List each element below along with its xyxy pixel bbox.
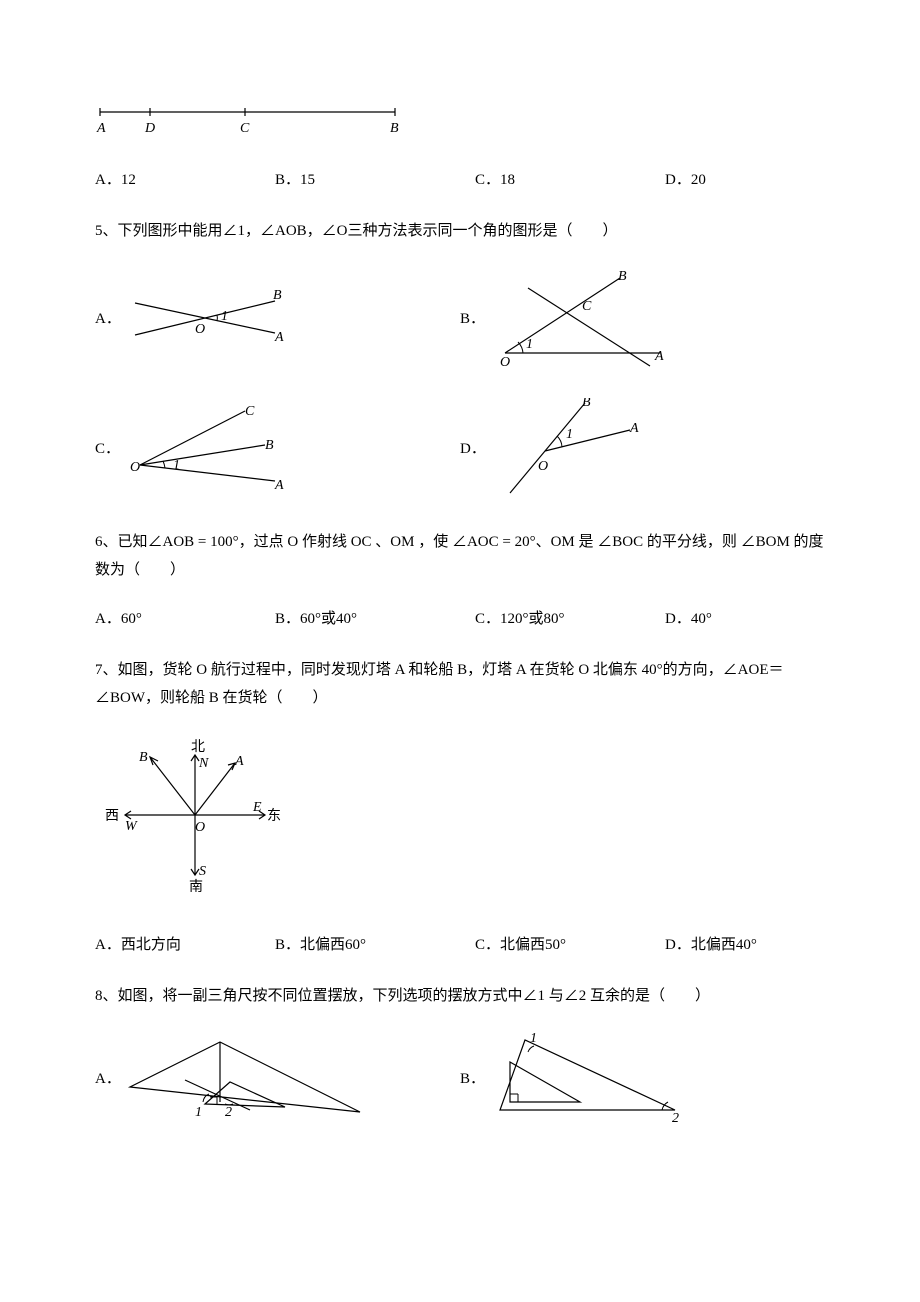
q5a-B: B (273, 288, 282, 303)
label-D: D (144, 121, 155, 136)
q6-stem: 6、已知∠AOB = 100°，过点 O 作射线 OC 、OM ，使 ∠AOC … (95, 534, 824, 579)
q7-choices: A．西北方向 B．北偏西60° C．北偏西50° D．北偏西40° (95, 933, 825, 954)
q5d-B: B (582, 398, 591, 410)
q5-diagram-a: O B A 1 (125, 283, 285, 353)
q5-option-b-label: B． (460, 307, 490, 328)
q5c-A: A (274, 478, 284, 493)
q5-diagram-c: O A B C 1 (125, 403, 285, 493)
q5b-A: A (654, 349, 664, 364)
q4-choice-c: C．18 (475, 168, 665, 189)
q7-choice-d: D．北偏西40° (665, 933, 815, 954)
q5c-C: C (245, 404, 255, 419)
q6-choice-a: A．60° (95, 607, 275, 628)
q8-diagram-b: 1 2 (490, 1032, 690, 1122)
q5-option-c-label: C． (95, 437, 125, 458)
q5b-C: C (582, 299, 592, 314)
q4-choice-b: B．15 (275, 168, 475, 189)
q5a-O: O (195, 322, 205, 337)
q7-O: O (195, 820, 205, 835)
q7-B: B (139, 750, 148, 765)
q7-choice-b: B．北偏西60° (275, 933, 475, 954)
q5c-1: 1 (173, 458, 180, 473)
q5-option-a-label: A． (95, 307, 125, 328)
q8-option-a-label: A． (95, 1067, 125, 1088)
q5a-1: 1 (221, 309, 228, 324)
q7-E: E (252, 800, 262, 815)
q5c-O: O (130, 460, 140, 475)
q6-choice-b: B．60°或40° (275, 607, 475, 628)
q7-figure: 北 N 南 S 西 W 东 E O A B (95, 735, 825, 905)
q7-west-cn: 西 (105, 809, 119, 824)
q7-stem: 7、如图，货轮 O 航行过程中，同时发现灯塔 A 和轮船 B，灯塔 A 在货轮 … (95, 662, 784, 707)
label-B: B (390, 121, 399, 136)
q5d-1: 1 (566, 427, 573, 442)
q7-south-cn: 南 (189, 879, 203, 895)
q7-choice-c: C．北偏西50° (475, 933, 665, 954)
q5-diagram-b: O A B C 1 (490, 268, 670, 368)
q5b-B: B (618, 269, 627, 284)
q7-east-cn: 东 (267, 808, 281, 824)
q8-text: 8、如图，将一副三角尺按不同位置摆放，下列选项的摆放方式中∠1 与∠2 互余的是… (95, 982, 825, 1011)
q5-stem: 5、下列图形中能用∠1，∠AOB，∠O三种方法表示同一个角的图形是（ ） (95, 223, 618, 239)
page: A D C B A．12 B．15 C．18 D．20 5、下列图形中能用∠1，… (0, 0, 920, 1212)
q7-N: N (198, 756, 209, 771)
q7-A: A (234, 754, 244, 769)
q5-row1: A． O B A 1 B． O (95, 268, 825, 398)
q7-S: S (199, 864, 206, 879)
q7-text: 7、如图，货轮 O 航行过程中，同时发现灯塔 A 和轮船 B，灯塔 A 在货轮 … (95, 656, 825, 713)
q5b-1: 1 (526, 337, 533, 352)
q8a-1: 1 (195, 1105, 202, 1120)
q5-diagram-d: O B A 1 (490, 398, 640, 498)
q8b-2: 2 (672, 1111, 679, 1122)
q5-row2: C． O A B C 1 D． (95, 398, 825, 528)
label-C: C (240, 121, 250, 136)
q6-choice-c: C．120°或80° (475, 607, 665, 628)
q8-row1: A． 1 2 B． (95, 1032, 825, 1152)
q4-choices: A．12 B．15 C．18 D．20 (95, 168, 825, 189)
q6-choice-d: D．40° (665, 607, 815, 628)
q8-option-b-label: B． (460, 1067, 490, 1088)
q5d-O: O (538, 459, 548, 474)
q5d-A: A (629, 421, 639, 436)
q5c-B: B (265, 438, 274, 453)
compass-diagram: 北 N 南 S 西 W 东 E O A B (95, 735, 295, 905)
label-A: A (96, 121, 106, 136)
q8b-1: 1 (530, 1032, 537, 1046)
q7-north-cn: 北 (191, 739, 205, 755)
q8a-2: 2 (225, 1105, 232, 1120)
q7-choice-a: A．西北方向 (95, 933, 275, 954)
q5a-A: A (274, 330, 284, 345)
q7-W: W (125, 819, 138, 834)
q5-option-d-label: D． (460, 437, 490, 458)
q6-choices: A．60° B．60°或40° C．120°或80° D．40° (95, 607, 825, 628)
q8-stem: 8、如图，将一副三角尺按不同位置摆放，下列选项的摆放方式中∠1 与∠2 互余的是… (95, 988, 710, 1004)
q5b-O: O (500, 355, 510, 368)
q4-choice-d: D．20 (665, 168, 815, 189)
q8-diagram-a: 1 2 (125, 1032, 365, 1122)
q4-choice-a: A．12 (95, 168, 275, 189)
q6-text: 6、已知∠AOB = 100°，过点 O 作射线 OC 、OM ，使 ∠AOC … (95, 528, 825, 585)
q4-figure: A D C B (95, 100, 825, 140)
line-adcb-diagram: A D C B (95, 100, 405, 140)
q5-text: 5、下列图形中能用∠1，∠AOB，∠O三种方法表示同一个角的图形是（ ） (95, 217, 825, 246)
